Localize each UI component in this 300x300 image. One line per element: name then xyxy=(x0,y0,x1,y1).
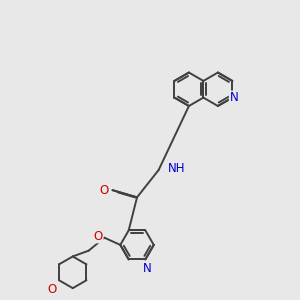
Text: N: N xyxy=(230,91,238,104)
Text: O: O xyxy=(47,283,57,296)
Text: O: O xyxy=(94,230,103,243)
Text: O: O xyxy=(100,184,109,196)
Text: NH: NH xyxy=(168,162,185,175)
Text: N: N xyxy=(142,262,151,275)
